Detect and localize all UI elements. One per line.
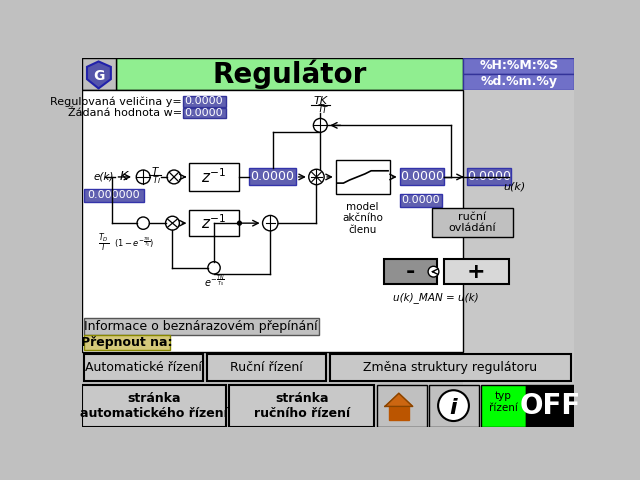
Polygon shape [389,406,409,420]
Text: $e^{-\frac{TN}{T_0}}$: $e^{-\frac{TN}{T_0}}$ [204,273,225,288]
Text: 0.000000: 0.000000 [88,190,140,200]
FancyBboxPatch shape [84,318,319,335]
Text: T: T [152,176,157,184]
Text: %d.%m.%y: %d.%m.%y [481,75,557,88]
FancyBboxPatch shape [463,74,575,90]
Text: $z^{-1}$: $z^{-1}$ [202,168,227,186]
Text: model
akčního
členu: model akčního členu [342,202,383,235]
FancyBboxPatch shape [432,208,513,237]
Circle shape [208,262,220,274]
Circle shape [166,216,179,230]
FancyBboxPatch shape [82,90,463,352]
FancyBboxPatch shape [183,108,225,119]
FancyBboxPatch shape [189,210,239,236]
Text: 0.0000: 0.0000 [467,170,511,183]
FancyBboxPatch shape [82,58,575,427]
FancyBboxPatch shape [336,160,390,194]
FancyBboxPatch shape [376,385,427,427]
Text: i: i [450,398,458,418]
Text: stránka
ručního řízení: stránka ručního řízení [253,392,350,420]
Circle shape [262,216,278,231]
Text: -: - [406,262,415,282]
Text: u(k): u(k) [503,181,525,191]
Circle shape [308,169,324,185]
Circle shape [237,221,241,225]
FancyBboxPatch shape [116,58,463,90]
Text: ruční
ovládání: ruční ovládání [448,212,496,233]
FancyBboxPatch shape [330,354,570,381]
FancyBboxPatch shape [399,194,442,207]
Circle shape [136,170,150,184]
Text: 0.0000: 0.0000 [251,170,294,183]
Polygon shape [87,61,111,88]
Text: %H:%M:%S: %H:%M:%S [479,59,559,72]
Polygon shape [385,393,413,407]
Text: Informace o beznárazovém přepínání: Informace o beznárazovém přepínání [84,320,318,333]
FancyBboxPatch shape [189,163,239,191]
Text: T: T [152,167,158,177]
Text: T: T [317,104,323,114]
Text: Změna struktury regulátoru: Změna struktury regulátoru [364,360,538,373]
Text: 0.0000: 0.0000 [185,108,223,118]
FancyBboxPatch shape [82,58,116,90]
Circle shape [428,266,439,277]
FancyBboxPatch shape [526,385,575,427]
Text: Ruční řízení: Ruční řízení [230,360,303,373]
FancyBboxPatch shape [481,385,526,427]
Circle shape [438,390,469,421]
Text: +: + [467,262,485,282]
Text: stránka
automatického řízení: stránka automatického řízení [80,392,228,420]
Text: $(1-e^{-\frac{TN}{T_0}})$: $(1-e^{-\frac{TN}{T_0}})$ [114,235,154,250]
Text: 0.0000: 0.0000 [185,96,223,107]
FancyBboxPatch shape [84,354,204,381]
FancyBboxPatch shape [84,335,170,350]
Circle shape [167,170,181,184]
Text: 0.0000: 0.0000 [400,170,444,183]
FancyBboxPatch shape [429,385,479,427]
FancyBboxPatch shape [463,90,575,385]
FancyBboxPatch shape [82,385,227,427]
Text: Automatické řízení: Automatické řízení [84,360,202,373]
FancyBboxPatch shape [230,385,374,427]
Text: I: I [157,178,159,184]
Text: u(k)_MAN = u(k): u(k)_MAN = u(k) [393,292,479,303]
FancyBboxPatch shape [444,259,509,284]
Text: e(k): e(k) [93,172,113,182]
Text: Regulátor: Regulátor [212,59,367,88]
FancyBboxPatch shape [250,168,296,185]
Text: K: K [120,170,128,183]
Text: Regulovaná veličina y=: Regulovaná veličina y= [50,96,182,107]
Text: Žádaná hodnota w=: Žádaná hodnota w= [68,108,182,118]
Text: T: T [321,106,326,115]
Text: $\frac{T_D}{T}$: $\frac{T_D}{T}$ [97,231,109,254]
Text: OFF: OFF [519,392,580,420]
Circle shape [314,119,327,132]
Text: TK: TK [314,96,327,107]
Text: typ
řízení: typ řízení [489,391,518,413]
FancyBboxPatch shape [467,168,511,185]
Text: $z^{-1}$: $z^{-1}$ [202,214,227,232]
FancyBboxPatch shape [84,189,144,202]
Text: 0.0000: 0.0000 [401,195,440,205]
FancyBboxPatch shape [384,259,436,284]
Text: Přepnout na:: Přepnout na: [81,336,173,349]
FancyBboxPatch shape [463,58,575,74]
Text: G: G [93,69,104,83]
FancyBboxPatch shape [399,168,444,185]
Circle shape [137,217,149,229]
FancyBboxPatch shape [207,354,326,381]
FancyBboxPatch shape [183,96,225,107]
